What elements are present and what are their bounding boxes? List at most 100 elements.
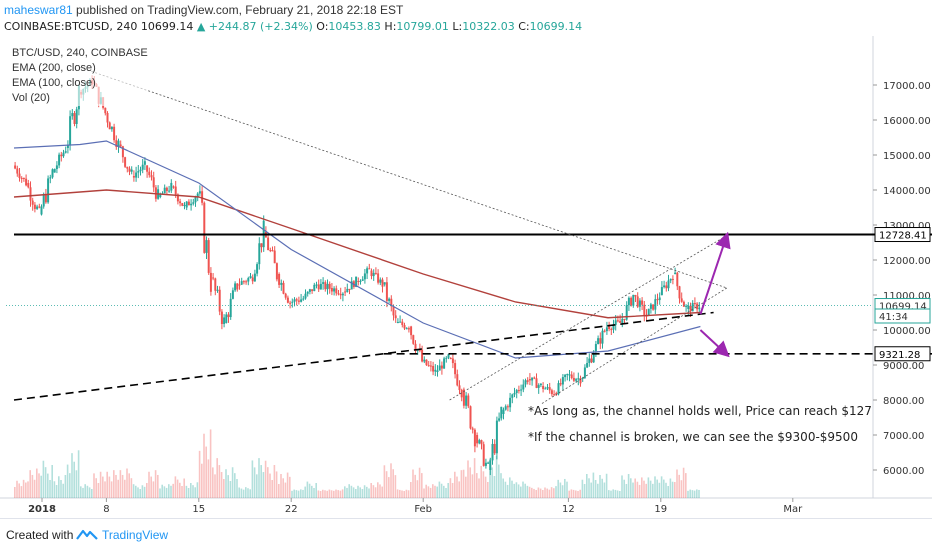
candle-body (459, 385, 461, 390)
tradingview-brand[interactable]: TradingView (102, 528, 168, 542)
volume-bar (133, 484, 135, 498)
y-tick-label: 17000.00 (883, 81, 931, 92)
volume-bar (175, 476, 177, 498)
volume-bar (452, 483, 454, 498)
candle-body (635, 295, 637, 296)
volume-bar (155, 470, 157, 498)
candle-body (485, 463, 487, 466)
volume-bar (309, 484, 311, 498)
annotation-channel-holds: *As long as, the channel holds well, Pri… (528, 404, 872, 418)
candle-body (146, 166, 148, 172)
candle-body (668, 280, 670, 288)
candle-body (544, 388, 546, 389)
volume-bar (280, 474, 282, 498)
volume-bar (194, 487, 196, 498)
legend-ema100: EMA (100, close) (12, 76, 148, 91)
volume-bar (245, 487, 247, 498)
volume-bar (362, 489, 364, 498)
volume-bar (265, 461, 267, 498)
footer: Created with TradingView (0, 518, 932, 551)
candle-body (49, 177, 51, 178)
candle-body (329, 284, 331, 289)
candle-body (126, 167, 128, 169)
volume-bar (656, 480, 658, 498)
candle-body (60, 155, 62, 157)
candle-body (690, 306, 692, 312)
volume-bar (131, 478, 133, 498)
candle-body (443, 358, 445, 368)
ohlc-line: COINBASE:BTCUSD, 240 10699.14 ▲ +244.87 … (4, 20, 582, 33)
candle-body (514, 393, 516, 395)
volume-bar (641, 477, 643, 498)
volume-bar (23, 480, 25, 498)
volume-bar (84, 484, 86, 498)
volume-bar (480, 466, 482, 498)
volume-bar (408, 490, 410, 498)
volume-bar (388, 477, 390, 498)
candle-body (291, 302, 293, 303)
volume-bar (498, 465, 500, 498)
candle-body (393, 306, 395, 315)
volume-bar (531, 488, 533, 498)
candle-body (628, 298, 630, 305)
author-link[interactable]: maheswar81 (4, 3, 73, 17)
legend-symbol: BTC/USD, 240, COINBASE (12, 46, 148, 61)
candle-body (245, 281, 247, 282)
candle-body (430, 366, 432, 367)
volume-bar (223, 479, 225, 498)
candle-body (247, 278, 249, 281)
candle-body (302, 299, 304, 300)
candle-body (549, 387, 551, 390)
candle-body (593, 354, 595, 362)
volume-bar (122, 475, 124, 498)
price-label: 12728.41 (879, 231, 927, 242)
volume-bar (104, 481, 106, 498)
candle-body (617, 320, 619, 321)
volume-bar (126, 469, 128, 498)
volume-bar (590, 483, 592, 498)
volume-bar (78, 450, 80, 498)
volume-bar (216, 458, 218, 498)
volume-bar (529, 487, 531, 498)
candle-body (74, 113, 76, 124)
volume-bar (238, 488, 240, 499)
volume-bar (593, 473, 595, 498)
candle-body (604, 331, 606, 332)
volume-bar (29, 470, 31, 498)
candle-body (696, 304, 698, 310)
tradingview-logo-icon[interactable] (76, 525, 98, 543)
candle-body (637, 296, 639, 306)
volume-bar (617, 490, 619, 498)
volume-bar (425, 485, 427, 498)
candle-body (507, 406, 509, 407)
volume-bar (676, 470, 678, 499)
volume-bar (73, 462, 75, 498)
candle-body (289, 303, 291, 304)
volume-bar (573, 490, 575, 498)
volume-bar (661, 476, 663, 498)
volume-bar (172, 484, 174, 498)
volume-bar (302, 490, 304, 498)
volume-bar (311, 486, 313, 498)
candle-body (43, 195, 45, 207)
candle-body (379, 280, 381, 283)
volume-bar (667, 486, 669, 498)
candle-body (21, 178, 23, 179)
candle-body (181, 203, 183, 206)
candle-body (307, 292, 309, 294)
candle-body (377, 273, 379, 282)
volume-bar (320, 491, 322, 498)
candle-body (47, 178, 49, 202)
candle-body (698, 308, 700, 310)
candle-body (659, 298, 661, 301)
volume-bar (148, 472, 150, 498)
volume-bar (674, 482, 676, 498)
candle-body (602, 331, 604, 344)
candle-body (632, 295, 634, 306)
volume-bar (95, 478, 97, 498)
x-tick-label: 15 (192, 504, 205, 515)
volume-bar (555, 486, 557, 498)
price-chart[interactable]: 6000.007000.008000.009000.0010000.001100… (0, 36, 932, 516)
candle-body (542, 386, 544, 389)
